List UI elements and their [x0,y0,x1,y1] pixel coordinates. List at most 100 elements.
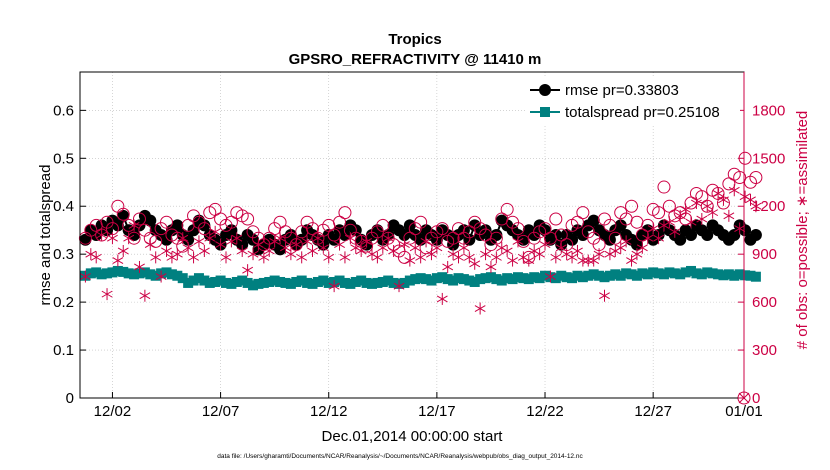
totalspread-point [707,268,718,279]
totalspread-point [615,270,626,281]
assimilated-obs-point [215,238,227,251]
assimilated-obs-point [469,257,481,270]
assimilated-obs-point [404,254,416,267]
totalspread-point [253,278,264,289]
x-tick-label: 12/27 [634,403,672,420]
assimilated-obs-point [426,248,437,261]
assimilated-obs-point [182,241,194,254]
y-tick-label: 0 [66,390,74,407]
x-tick-label: 12/17 [418,403,456,420]
totalspread-point [696,269,707,280]
totalspread-point [572,270,583,281]
rmse-point [338,229,351,241]
totalspread-point [567,273,578,284]
totalspread-point [220,277,231,288]
totalspread-point [431,273,442,284]
assimilated-obs-point [463,251,475,264]
totalspread-point [669,268,680,279]
assimilated-obs-point [642,232,654,245]
assimilated-obs-point [453,251,464,264]
totalspread-point [556,270,567,281]
assimilated-obs-point [485,260,497,273]
assimilated-obs-point [198,244,210,257]
possible-obs-point [397,250,411,264]
assimilated-obs-point [701,200,713,213]
assimilated-obs-point [442,260,454,273]
possible-obs-point [414,215,428,229]
totalspread-point [112,265,123,276]
totalspread-point [675,269,686,280]
totalspread-point [713,269,724,280]
totalspread-point [734,269,745,280]
chart-subtitle: GPSRO_REFRACTIVITY @ 11410 m [289,51,542,68]
rmse-point [630,238,643,251]
assimilated-obs-point [334,238,345,251]
possible-obs-point [549,212,563,226]
y2-axis-label: # of obs: o=possible; ∗=assimilated [794,111,811,350]
possible-obs-point [327,228,341,242]
totalspread-point [496,275,507,286]
rmse-point [90,229,103,241]
assimilated-obs-point [161,244,172,257]
totalspread-point [193,273,204,284]
totalspread-point [529,272,540,283]
totalspread-point [275,276,286,287]
totalspread-point [729,270,740,281]
possible-obs-point [376,218,390,232]
totalspread-point [312,276,323,287]
y2-tick-label: 0 [752,390,760,407]
assimilated-obs-point [344,232,356,245]
assimilated-obs-point [252,238,264,251]
totalspread-point [588,269,599,280]
totalspread-point [361,277,372,288]
totalspread-point [291,276,302,287]
assimilated-obs-point [577,254,589,267]
assimilated-obs-point [544,270,556,283]
totalspread-point [594,270,605,281]
totalspread-point [437,272,448,283]
possible-obs-point [116,207,130,221]
assimilated-obs-point [393,280,405,293]
totalspread-point [231,276,242,287]
totalspread-point [177,273,188,284]
rmse-point [160,233,173,246]
assimilated-obs-point [106,232,118,245]
assimilated-obs-point [539,238,551,251]
totalspread-point [372,277,383,288]
data-file-footer: data file: /Users/gharamti/Documents/NCA… [217,453,583,460]
assimilated-obs-point [420,235,432,248]
totalspread-point [540,270,551,281]
assimilated-obs-point [220,251,232,264]
assimilated-obs-point [258,251,270,264]
assimilated-obs-point [236,244,248,257]
totalspread-point [129,269,140,280]
totalspread-point [96,269,107,280]
rmse-point [128,229,141,241]
series-asterisk [79,184,762,315]
possible-obs-point [500,202,514,216]
totalspread-point [442,274,453,285]
totalspread-point [285,278,296,289]
totalspread-point [91,267,102,278]
totalspread-point [621,268,632,279]
assimilated-obs-point [501,244,513,257]
totalspread-point [248,280,259,291]
assimilated-obs-point [150,251,162,264]
assimilated-obs-point [112,254,124,267]
totalspread-point [604,270,615,281]
assimilated-obs-point [728,184,740,197]
assimilated-obs-point [674,209,686,222]
totalspread-point [166,269,177,280]
totalspread-point [658,269,669,280]
assimilated-obs-point [296,251,308,264]
assimilated-obs-point [458,241,470,254]
totalspread-point [237,275,248,286]
totalspread-point [507,274,518,285]
rmse-point [701,229,714,241]
totalspread-point [534,273,545,284]
assimilated-obs-point [242,264,254,277]
totalspread-point [702,267,713,278]
assimilated-obs-point [620,235,632,248]
totalspread-point [426,275,437,286]
assimilated-obs-point [680,203,692,216]
